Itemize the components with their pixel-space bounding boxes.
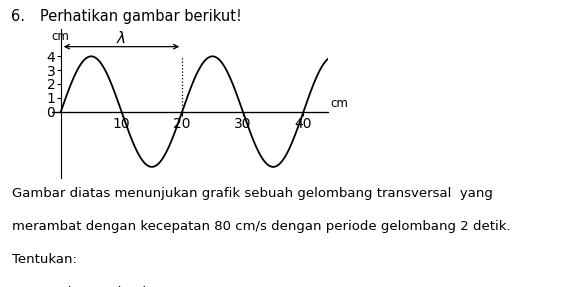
Text: Perhatikan gambar berikut!: Perhatikan gambar berikut! [40,9,242,24]
Text: cm: cm [52,30,70,43]
Text: cm: cm [330,96,348,110]
Text: a.  Panjang gelombang: a. Panjang gelombang [23,286,176,287]
Text: Tentukan:: Tentukan: [12,253,76,265]
Text: $\lambda$: $\lambda$ [117,30,126,46]
Text: 6.: 6. [12,9,25,24]
Text: Gambar diatas menunjukan grafik sebuah gelombang transversal  yang: Gambar diatas menunjukan grafik sebuah g… [12,187,492,199]
Text: merambat dengan kecepatan 80 cm/s dengan periode gelombang 2 detik.: merambat dengan kecepatan 80 cm/s dengan… [12,220,510,232]
